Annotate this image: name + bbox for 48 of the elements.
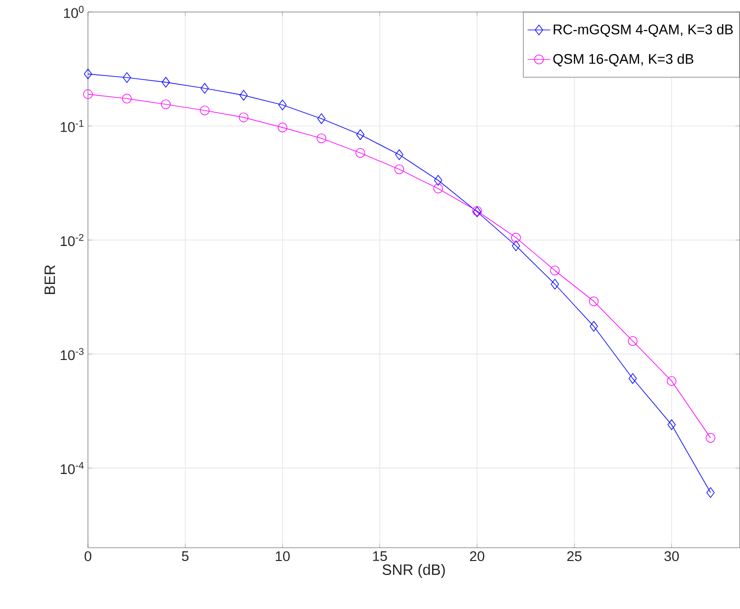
point [550,266,560,276]
y-axis-title: BER [44,265,55,294]
point [511,232,521,243]
x-tick-label: 30 [664,551,679,562]
point [706,487,715,498]
point [317,113,326,124]
point [550,278,559,290]
point [706,433,716,443]
legend-label: QSM 16-QAM, K=3 dB [553,54,694,67]
point [628,336,638,346]
point [160,100,171,110]
x-tick-label: 5 [182,551,189,562]
x-axis-title: SNR (dB) [382,564,445,578]
y-tick-label: 10$^{-1}$ [60,120,84,132]
point [395,150,404,160]
point [433,184,443,194]
x-tick-label: 20 [470,551,484,562]
y-tick-label: 10$^{0}$ [64,6,84,18]
point [200,83,209,94]
legend-label: RC-mGQSM 4-QAM, K=3 dB [554,24,733,38]
point [122,94,132,104]
point [356,129,364,140]
point [394,164,404,174]
x-tick-label: 10 [276,551,290,562]
point [278,100,287,110]
point [238,112,248,122]
point [84,68,92,80]
point [162,77,170,88]
point [83,90,93,100]
point [434,175,442,186]
point [122,72,131,84]
y-tick-label: 10$^{-2}$ [60,234,84,246]
point [668,420,676,430]
point [512,240,520,252]
point [240,90,248,101]
y-tick-label: 10$^{-4}$ [60,462,84,474]
x-tick-label: 25 [567,551,582,562]
point [590,321,598,332]
point [316,134,326,144]
y-tick-label: 10$^{-3}$ [60,348,84,360]
point [356,148,366,158]
x-tick-label: 0 [84,551,92,562]
point [200,106,210,116]
point [628,373,637,384]
x-tick-label: 15 [373,551,387,562]
point [666,376,676,386]
point [278,122,288,132]
point [588,296,599,306]
